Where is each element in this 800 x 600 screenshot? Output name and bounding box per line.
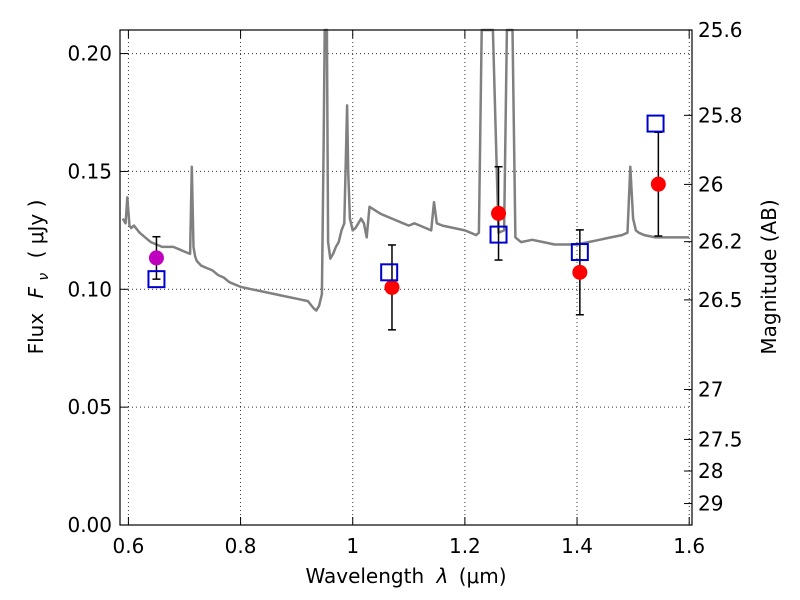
data-point-square <box>380 263 399 282</box>
x-tick-label: 1 <box>346 534 359 558</box>
data-point-circle <box>384 279 400 295</box>
x-axis-label: Wavelength λ (μm) <box>305 564 506 588</box>
y2-tick-label: 27 <box>698 377 723 401</box>
data-point-circle <box>148 250 164 266</box>
y-axis-label-sub: ν <box>36 273 52 281</box>
grid-lines <box>120 30 692 526</box>
y2-tick-label: 27.5 <box>698 427 743 451</box>
y-tick-label: 0.05 <box>67 395 112 419</box>
error-bars-layer <box>152 131 663 331</box>
y2-tick-label: 26.2 <box>698 230 743 254</box>
y2-axis-label: Magnitude (AB) <box>757 199 781 354</box>
data-point-square <box>570 243 589 262</box>
y-tick-label: 0.15 <box>67 159 112 183</box>
y2-tick-label: 29 <box>698 492 723 516</box>
y-tick-label: 0.20 <box>67 42 112 66</box>
x-tick-label: 0.8 <box>225 534 257 558</box>
x-axis-label-unit: (μm) <box>459 564 507 588</box>
x-tick-label: 0.6 <box>113 534 145 558</box>
y2-tick-label: 28 <box>698 459 723 483</box>
plot-frame <box>119 29 693 526</box>
y-axis-label: Flux F ν ( μJy ) <box>24 200 53 355</box>
y2-tick-label: 26.5 <box>698 288 743 312</box>
data-point-square <box>646 114 665 133</box>
x-axis-label-symbol: λ <box>436 564 449 588</box>
y2-tick-label: 25.6 <box>698 18 743 42</box>
model-spectrum-layer <box>121 28 690 312</box>
y2-tick-label: 25.8 <box>698 103 743 127</box>
data-point-circle <box>650 176 666 192</box>
y-axis-label-prefix: Flux <box>24 313 48 355</box>
x-tick-label: 1.6 <box>673 534 705 558</box>
y-axis-label-symbol: F <box>24 286 48 298</box>
markers-layer <box>147 114 666 295</box>
y-tick-label: 0.00 <box>67 513 112 537</box>
axis-ticks: 0.6 0.8 1 1.2 1.4 1.6 0.00 0.05 0.10 0.15 0.20 25.6… <box>67 18 742 558</box>
data-point-square <box>489 225 508 244</box>
data-point-square <box>147 270 166 289</box>
data-point-circle <box>491 205 507 221</box>
y-axis-label-unit: ( μJy ) <box>24 200 48 259</box>
x-axis-label-prefix: Wavelength <box>305 564 424 588</box>
data-point-circle <box>572 264 588 280</box>
y2-tick-label: 26 <box>698 172 723 196</box>
x-tick-label: 1.4 <box>561 534 593 558</box>
model-spectrum-line <box>121 28 690 312</box>
x-tick-label: 1.2 <box>449 534 481 558</box>
y-tick-label: 0.10 <box>67 277 112 301</box>
